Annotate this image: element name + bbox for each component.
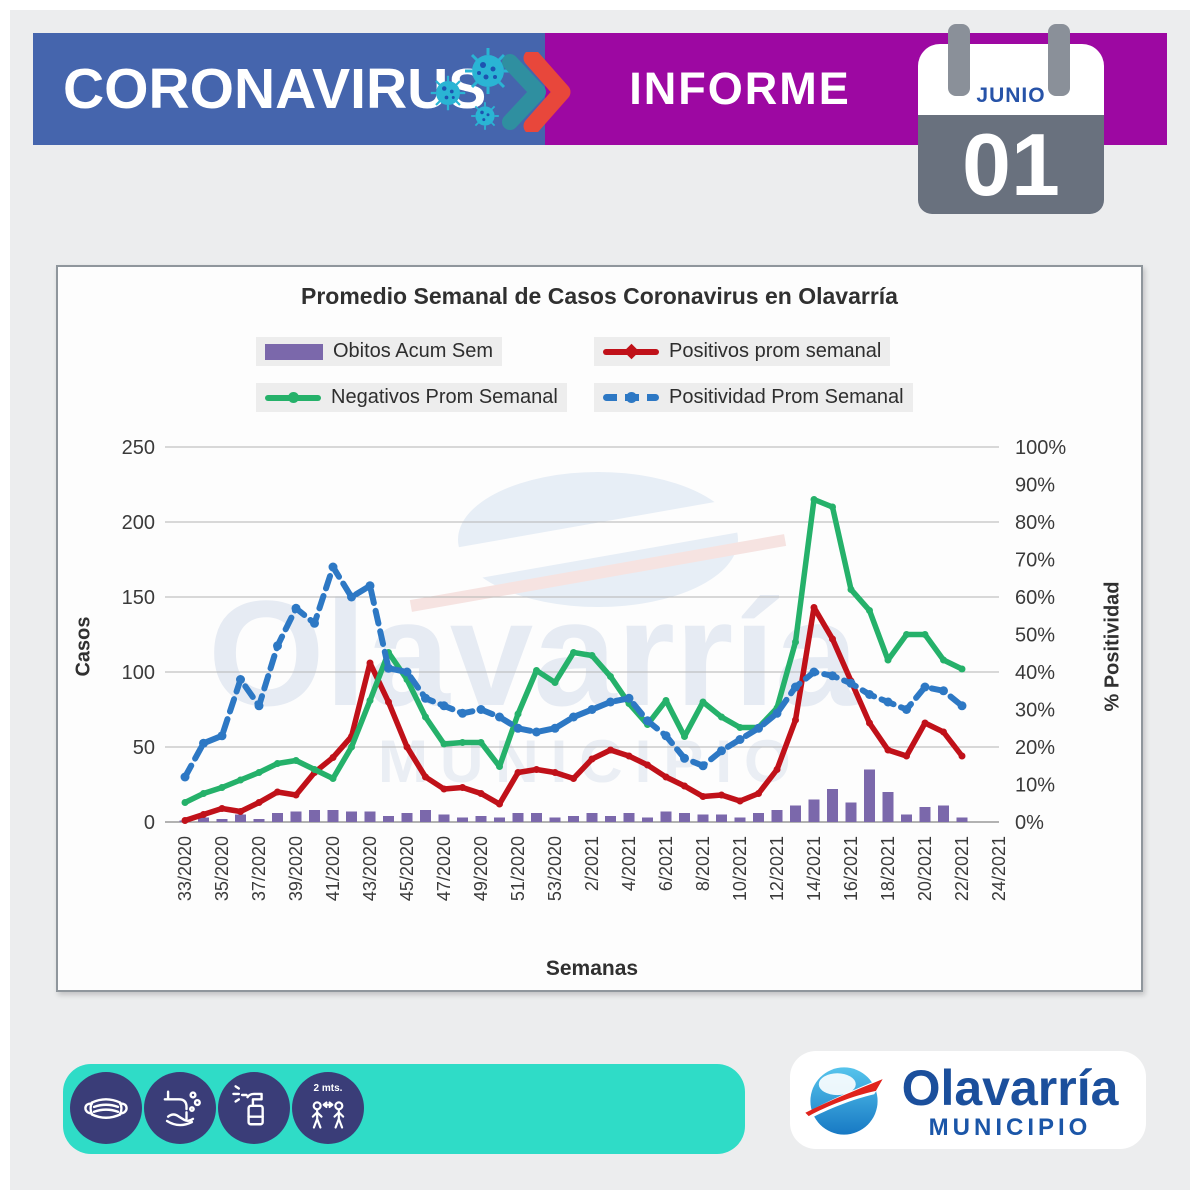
svg-text:24/2021: 24/2021	[989, 836, 1009, 901]
svg-text:50: 50	[133, 737, 155, 759]
logo-title: Olavarría	[901, 1060, 1119, 1116]
svg-text:6/2021: 6/2021	[656, 836, 676, 891]
legend-item-positivos: Positivos prom semanal	[594, 337, 891, 366]
legend-swatch-line-blue-dashed	[603, 392, 659, 403]
svg-text:200: 200	[122, 512, 155, 534]
legend-item-obitos: Obitos Acum Sem	[256, 337, 503, 366]
legend-item-negativos: Negativos Prom Semanal	[256, 383, 567, 412]
x-axis-label: Semanas	[545, 957, 639, 980]
svg-text:250: 250	[122, 437, 155, 459]
legend-swatch-line-red	[603, 343, 659, 359]
svg-text:100: 100	[122, 662, 155, 684]
svg-text:20/2021: 20/2021	[915, 836, 935, 901]
svg-text:41/2020: 41/2020	[323, 836, 343, 901]
watermark-subtext: MUNICIPIO	[378, 728, 803, 795]
calendar-body: 01	[918, 115, 1104, 214]
coronavirus-title: CORONAVIRUS	[63, 57, 487, 121]
hand-washing-icon	[144, 1072, 216, 1144]
svg-text:8/2021: 8/2021	[693, 836, 713, 891]
legend-swatch-line-green	[265, 391, 321, 403]
svg-text:90%: 90%	[1015, 475, 1055, 497]
svg-text:50%: 50%	[1015, 625, 1055, 647]
legend-swatch-bar	[265, 343, 323, 360]
chart-title: Promedio Semanal de Casos Coronavirus en…	[301, 283, 898, 309]
combo-chart: 0 50 100 150 200 250 0% 10% 20% 30% 40% 50% 60% 70% 80…	[122, 437, 1067, 901]
sanitizer-spray-icon	[218, 1072, 290, 1144]
calendar-header: JUNIO	[918, 44, 1104, 115]
svg-text:100%: 100%	[1015, 437, 1066, 459]
svg-text:22/2021: 22/2021	[952, 836, 972, 901]
svg-text:12/2021: 12/2021	[767, 836, 787, 901]
svg-text:16/2021: 16/2021	[841, 836, 861, 901]
prevention-icons-band: 2 mts.	[63, 1064, 745, 1154]
legend-item-positividad: Positividad Prom Semanal	[594, 383, 913, 412]
svg-text:39/2020: 39/2020	[286, 836, 306, 901]
svg-text:20%: 20%	[1015, 737, 1055, 759]
legend-label: Positivos prom semanal	[669, 340, 882, 362]
svg-text:10%: 10%	[1015, 775, 1055, 797]
svg-text:10/2021: 10/2021	[730, 836, 750, 901]
logo-subtitle: MUNICIPIO	[928, 1114, 1092, 1141]
chart-panel: Olavarría MUNICIPIO Promedio Semanal de …	[56, 265, 1143, 992]
calendar-icon: JUNIO 01	[918, 24, 1104, 214]
svg-text:35/2020: 35/2020	[212, 836, 232, 901]
svg-text:47/2020: 47/2020	[434, 836, 454, 901]
svg-text:18/2021: 18/2021	[878, 836, 898, 901]
svg-text:70%: 70%	[1015, 550, 1055, 572]
svg-text:150: 150	[122, 587, 155, 609]
legend-label: Obitos Acum Sem	[333, 340, 494, 362]
svg-text:49/2020: 49/2020	[471, 836, 491, 901]
calendar-month: JUNIO	[976, 84, 1046, 107]
virus-icon	[430, 48, 511, 130]
legend-label: Positividad Prom Semanal	[669, 386, 904, 408]
svg-text:0%: 0%	[1015, 812, 1044, 834]
svg-text:43/2020: 43/2020	[360, 836, 380, 901]
coronavirus-banner: CORONAVIRUS	[33, 33, 545, 145]
svg-text:80%: 80%	[1015, 512, 1055, 534]
svg-text:0: 0	[144, 812, 155, 834]
calendar-ring-icon	[948, 24, 970, 96]
svg-text:53/2020: 53/2020	[545, 836, 565, 901]
informe-title: INFORME	[629, 63, 851, 114]
svg-text:33/2020: 33/2020	[175, 836, 195, 901]
chevron-right-icon	[502, 52, 571, 132]
svg-text:40%: 40%	[1015, 662, 1055, 684]
svg-text:60%: 60%	[1015, 587, 1055, 609]
social-distance-icon: 2 mts.	[292, 1072, 364, 1144]
municipality-logo: Olavarría MUNICIPIO	[790, 1051, 1146, 1149]
face-mask-icon	[70, 1072, 142, 1144]
svg-text:14/2021: 14/2021	[804, 836, 824, 901]
svg-text:30%: 30%	[1015, 700, 1055, 722]
calendar-day: 01	[962, 114, 1060, 214]
distance-label: 2 mts.	[313, 1083, 343, 1094]
svg-text:4/2021: 4/2021	[619, 836, 639, 891]
olavarria-logo-icon	[803, 1067, 885, 1135]
legend-label: Negativos Prom Semanal	[331, 386, 558, 408]
svg-text:51/2020: 51/2020	[508, 836, 528, 901]
svg-text:37/2020: 37/2020	[249, 836, 269, 901]
svg-text:45/2020: 45/2020	[397, 836, 417, 901]
svg-text:2/2021: 2/2021	[582, 836, 602, 891]
calendar-ring-icon	[1048, 24, 1070, 96]
